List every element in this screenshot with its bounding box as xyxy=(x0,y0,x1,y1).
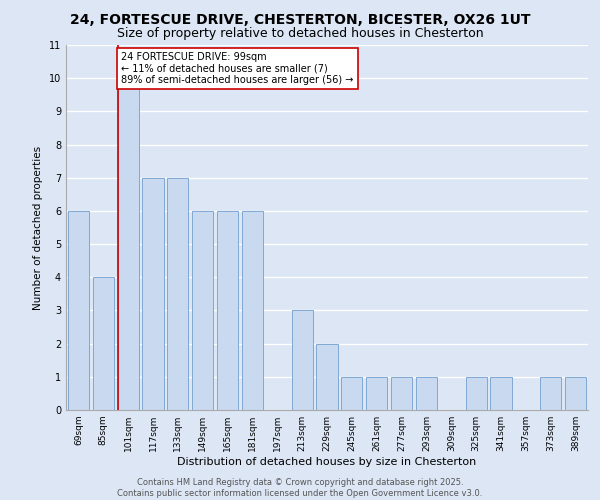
Bar xyxy=(167,178,188,410)
Bar xyxy=(341,377,362,410)
Text: 24 FORTESCUE DRIVE: 99sqm
← 11% of detached houses are smaller (7)
89% of semi-d: 24 FORTESCUE DRIVE: 99sqm ← 11% of detac… xyxy=(121,52,353,85)
Bar xyxy=(192,211,213,410)
Y-axis label: Number of detached properties: Number of detached properties xyxy=(34,146,43,310)
Bar xyxy=(242,211,263,410)
Bar xyxy=(93,278,114,410)
Bar xyxy=(490,377,512,410)
Bar xyxy=(391,377,412,410)
Bar xyxy=(540,377,561,410)
Bar xyxy=(565,377,586,410)
Bar xyxy=(142,178,164,410)
X-axis label: Distribution of detached houses by size in Chesterton: Distribution of detached houses by size … xyxy=(178,457,476,467)
Bar xyxy=(292,310,313,410)
Text: Size of property relative to detached houses in Chesterton: Size of property relative to detached ho… xyxy=(116,28,484,40)
Bar xyxy=(118,78,139,410)
Bar xyxy=(316,344,338,410)
Bar xyxy=(466,377,487,410)
Bar xyxy=(217,211,238,410)
Bar xyxy=(68,211,89,410)
Bar xyxy=(416,377,437,410)
Bar xyxy=(366,377,387,410)
Text: 24, FORTESCUE DRIVE, CHESTERTON, BICESTER, OX26 1UT: 24, FORTESCUE DRIVE, CHESTERTON, BICESTE… xyxy=(70,12,530,26)
Text: Contains HM Land Registry data © Crown copyright and database right 2025.
Contai: Contains HM Land Registry data © Crown c… xyxy=(118,478,482,498)
